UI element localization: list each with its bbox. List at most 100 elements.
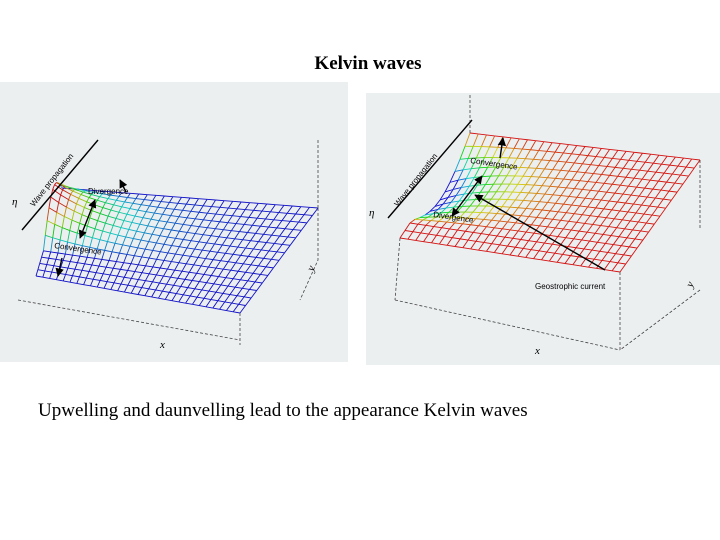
mesh-line: [592, 216, 599, 225]
mesh-line: [128, 228, 137, 232]
mesh-line: [112, 218, 117, 226]
mesh-line: [404, 222, 411, 231]
mesh-line: [650, 179, 659, 182]
mesh-line: [555, 151, 564, 154]
mesh-line: [530, 168, 537, 177]
mesh-line: [491, 219, 500, 222]
mesh-line: [149, 273, 157, 276]
mesh-line: [549, 160, 558, 162]
mesh-line: [106, 274, 111, 282]
mesh-line: [671, 191, 678, 201]
mesh-line: [45, 234, 53, 239]
mesh-line: [207, 206, 212, 214]
mesh-line: [541, 151, 548, 161]
mesh-line: [148, 266, 154, 275]
mesh-line: [428, 233, 437, 236]
mesh-line: [523, 248, 532, 251]
mesh-line: [83, 191, 92, 195]
mesh-line: [202, 199, 208, 206]
mesh-line: [433, 220, 440, 227]
mesh-line: [502, 136, 512, 139]
mesh-line: [489, 135, 496, 148]
mesh-line: [123, 270, 129, 278]
mesh-line: [588, 266, 597, 269]
mesh-line: [618, 236, 628, 239]
mesh-line: [198, 198, 208, 200]
mesh-line: [171, 261, 179, 264]
mesh-line: [278, 205, 285, 213]
mesh-line: [150, 212, 155, 220]
mesh-line: [655, 171, 665, 174]
mesh-line: [486, 250, 495, 254]
mesh-line: [428, 226, 435, 235]
mesh-line: [565, 229, 572, 238]
mesh-line: [521, 139, 528, 150]
mesh-line: [555, 227, 564, 230]
mesh-line: [493, 175, 500, 185]
mesh-line: [167, 268, 175, 271]
mesh-line: [641, 170, 649, 180]
mesh-line: [608, 218, 615, 227]
mesh-line: [179, 246, 188, 249]
mesh-line: [523, 192, 530, 201]
mesh-line: [84, 257, 88, 264]
mesh-line: [605, 235, 612, 244]
mesh-line: [514, 147, 523, 150]
mesh-line: [228, 261, 236, 264]
mesh-line: [547, 226, 556, 229]
mesh-line: [541, 177, 548, 186]
mesh-line: [446, 216, 453, 223]
mesh-line: [265, 266, 274, 269]
mesh-line: [606, 191, 615, 194]
mesh-line: [488, 227, 495, 236]
mesh-line: [644, 153, 652, 163]
mesh-line: [74, 189, 84, 193]
mesh-line: [409, 222, 418, 225]
mesh-line: [617, 175, 626, 178]
mesh-line: [525, 224, 532, 233]
mesh-line: [183, 294, 191, 297]
mesh-line: [107, 281, 115, 284]
mesh-line: [192, 296, 198, 305]
mesh-line: [501, 221, 508, 230]
mesh-line: [201, 242, 208, 251]
mesh-line: [276, 220, 283, 229]
mesh-line: [482, 175, 491, 178]
mesh-line: [218, 276, 226, 279]
mesh-line: [494, 252, 503, 255]
mesh-line: [568, 162, 575, 172]
mesh-line: [148, 234, 153, 242]
mesh-line: [498, 166, 505, 177]
mesh-line: [219, 308, 227, 311]
mesh-line: [295, 213, 305, 216]
mesh-line: [226, 230, 232, 239]
mesh-line: [520, 208, 527, 216]
mesh-line: [125, 229, 130, 238]
mesh-line: [565, 204, 572, 213]
mesh-line: [587, 198, 594, 208]
mesh-line: [482, 191, 489, 200]
mesh-line: [576, 214, 583, 223]
mesh-line: [140, 232, 145, 241]
mesh-line: [425, 220, 432, 226]
mesh-line: [52, 184, 55, 190]
mesh-line: [488, 212, 497, 214]
mesh-line: [127, 284, 135, 287]
mesh-line: [465, 230, 474, 233]
mesh-line: [268, 226, 277, 229]
mesh-line: [46, 258, 50, 265]
mesh-line: [486, 243, 493, 252]
mesh-line: [99, 239, 108, 242]
mesh-line: [255, 256, 264, 259]
mesh-line: [289, 237, 297, 246]
mesh-line: [509, 175, 516, 185]
mesh-line: [233, 278, 241, 281]
mesh-line: [472, 225, 479, 233]
mesh-line: [219, 221, 228, 224]
mesh-line: [158, 220, 168, 223]
mesh-line: [194, 281, 200, 290]
mesh-line: [610, 227, 617, 236]
mesh-line: [148, 281, 153, 290]
mesh-line: [524, 149, 531, 159]
mesh-line: [614, 192, 623, 195]
